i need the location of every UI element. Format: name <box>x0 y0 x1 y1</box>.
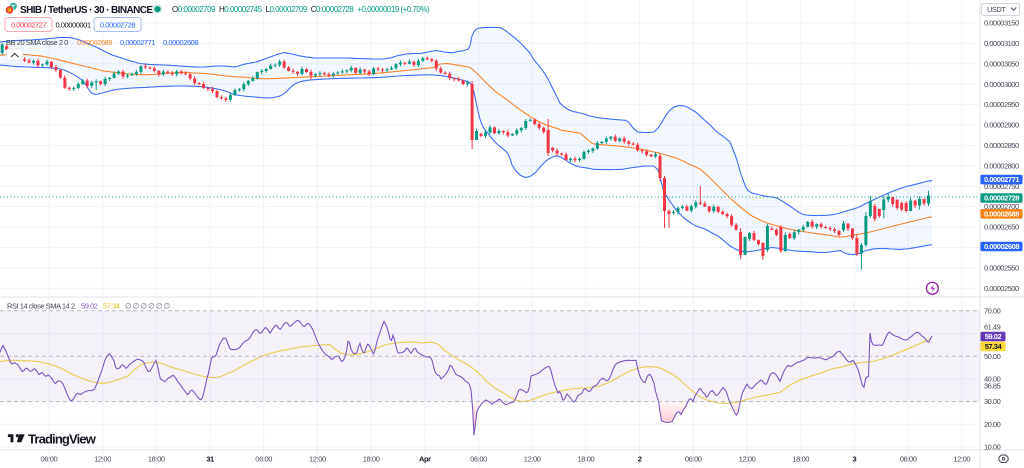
svg-text:61.49: 61.49 <box>984 323 1001 332</box>
svg-text:0.00002700: 0.00002700 <box>984 202 1019 211</box>
svg-text:0.00002689: 0.00002689 <box>77 38 112 47</box>
svg-text:∅ ∅ ∅ ∅ ∅ ∅: ∅ ∅ ∅ ∅ ∅ ∅ <box>125 302 171 311</box>
svg-text:0.00002950: 0.00002950 <box>984 100 1019 109</box>
svg-text:06:00: 06:00 <box>41 455 58 464</box>
svg-text:57.34: 57.34 <box>985 342 1003 351</box>
svg-text:0.00002850: 0.00002850 <box>984 141 1019 150</box>
svg-text:0.00003000: 0.00003000 <box>984 80 1019 89</box>
svg-text:Apr: Apr <box>419 455 431 464</box>
svg-text:USDT: USDT <box>987 5 1006 14</box>
svg-text:0.00002727: 0.00002727 <box>11 20 46 29</box>
svg-text:0.00003050: 0.00003050 <box>984 59 1019 68</box>
svg-text:12:00: 12:00 <box>309 455 326 464</box>
svg-text:0.00002800: 0.00002800 <box>984 161 1019 170</box>
svg-text:59.02: 59.02 <box>81 302 98 311</box>
svg-text:50.00: 50.00 <box>984 352 1001 361</box>
svg-text:31: 31 <box>206 455 214 464</box>
svg-text:0.00002728: 0.00002728 <box>984 194 1019 203</box>
svg-text:0.00002650: 0.00002650 <box>984 223 1019 232</box>
svg-text:20.00: 20.00 <box>984 420 1001 429</box>
svg-text:0.00003150: 0.00003150 <box>984 19 1019 28</box>
svg-text:SHIB / TetherUS · 30 · BINANCE: SHIB / TetherUS · 30 · BINANCE <box>20 5 153 16</box>
svg-text:3: 3 <box>853 455 857 464</box>
svg-text:TradingView: TradingView <box>28 431 97 446</box>
svg-text:0.00002728: 0.00002728 <box>100 20 135 29</box>
svg-text:18:00: 18:00 <box>792 455 809 464</box>
svg-text:06:00: 06:00 <box>255 455 272 464</box>
svg-text:18:00: 18:00 <box>363 455 380 464</box>
svg-text:40.00: 40.00 <box>984 375 1001 384</box>
svg-text:0.00002500: 0.00002500 <box>984 284 1019 293</box>
svg-text:06:00: 06:00 <box>685 455 702 464</box>
svg-text:0.00002550: 0.00002550 <box>984 263 1019 272</box>
svg-text:06:00: 06:00 <box>900 455 917 464</box>
svg-text:0.00002689: 0.00002689 <box>984 209 1019 218</box>
svg-text:12:00: 12:00 <box>739 455 756 464</box>
svg-text:0.00002900: 0.00002900 <box>984 121 1019 130</box>
svg-text:0.00002608: 0.00002608 <box>163 38 198 47</box>
svg-text:0.00003100: 0.00003100 <box>984 39 1019 48</box>
svg-text:0.00000001: 0.00000001 <box>55 20 90 29</box>
svg-text:0.00002750: 0.00002750 <box>984 182 1019 191</box>
svg-text:36.85: 36.85 <box>984 382 1001 391</box>
svg-text:0.00002608: 0.00002608 <box>984 242 1019 251</box>
svg-text:30.00: 30.00 <box>984 397 1001 406</box>
svg-text:12:00: 12:00 <box>524 455 541 464</box>
svg-text:2: 2 <box>638 455 642 464</box>
svg-text:12:00: 12:00 <box>94 455 111 464</box>
svg-text:10.00: 10.00 <box>984 443 1001 452</box>
svg-text:59.02: 59.02 <box>985 332 1002 341</box>
svg-text:70.00: 70.00 <box>984 306 1001 315</box>
svg-text:0.00002771: 0.00002771 <box>120 38 155 47</box>
svg-text:18:00: 18:00 <box>148 455 165 464</box>
svg-text:57.34: 57.34 <box>103 302 120 311</box>
svg-text:06:00: 06:00 <box>470 455 487 464</box>
svg-text:12:00: 12:00 <box>953 455 970 464</box>
svg-text:0.00002771: 0.00002771 <box>984 175 1019 184</box>
svg-text:RSI 14 close SMA 14 2: RSI 14 close SMA 14 2 <box>7 302 75 311</box>
svg-text:BB 20 SMA close 2 0: BB 20 SMA close 2 0 <box>6 38 68 47</box>
svg-text:18:00: 18:00 <box>578 455 595 464</box>
